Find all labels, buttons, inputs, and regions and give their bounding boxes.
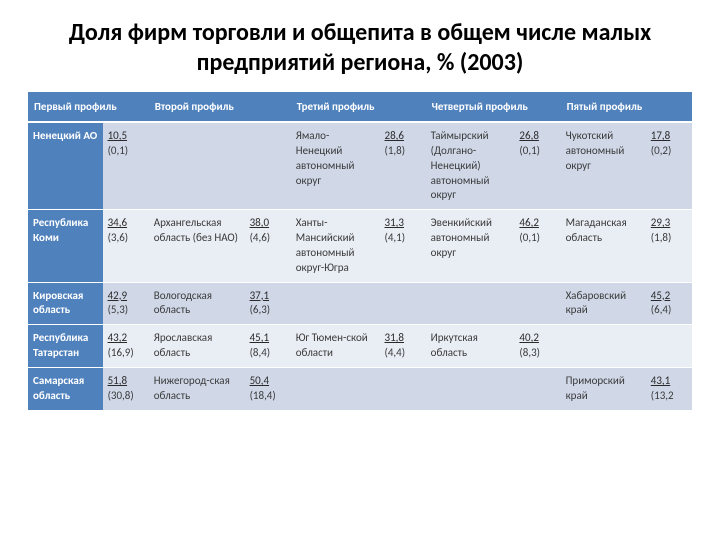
row-header-cell: Самарская область	[28, 367, 103, 410]
data-cell: 38,0 (4,6)	[245, 210, 291, 282]
row-header-cell: Республика Татарстан	[28, 325, 103, 368]
table-row: Республика Коми34,6 (3,6)Архангельская о…	[28, 210, 692, 282]
data-cell	[646, 325, 692, 368]
data-cell	[149, 122, 245, 210]
data-cell: 37,1 (6,3)	[245, 282, 291, 325]
col-header: Второй профиль	[149, 92, 291, 122]
col-header: Пятый профиль	[561, 92, 692, 122]
data-cell: 34,6 (3,6)	[103, 210, 149, 282]
data-cell: 29,3 (1,8)	[646, 210, 692, 282]
table-header-row: Первый профиль Второй профиль Третий про…	[28, 92, 692, 122]
data-cell: 17,8 (0,2)	[646, 122, 692, 210]
row-header-cell: Республика Коми	[28, 210, 103, 282]
data-cell: 43,2 (16,9)	[103, 325, 149, 368]
data-cell: 46,2 (0,1)	[514, 210, 560, 282]
data-cell: 45,2 (6,4)	[646, 282, 692, 325]
data-cell: 43,1 (13,2	[646, 367, 692, 410]
data-cell	[291, 282, 380, 325]
data-cell: Магаданская область	[561, 210, 646, 282]
data-cell: Ханты-Мансийский автономный округ-Югра	[291, 210, 380, 282]
row-header-cell: Кировская область	[28, 282, 103, 325]
table-row: Республика Татарстан43,2 (16,9)Ярославск…	[28, 325, 692, 368]
row-header-cell: Ненецкий АО	[28, 122, 103, 210]
data-cell: Архангельская область (без НАО)	[149, 210, 245, 282]
data-cell: 31,3 (4,1)	[380, 210, 426, 282]
col-header: Первый профиль	[28, 92, 149, 122]
data-cell: Ярославская область	[149, 325, 245, 368]
data-cell: 10,5 (0,1)	[103, 122, 149, 210]
data-table: Первый профиль Второй профиль Третий про…	[28, 92, 692, 411]
table-row: Ненецкий АО10,5 (0,1) Ямало-Ненецкий авто…	[28, 122, 692, 210]
page-title: Доля фирм торговли и общепита в общем чи…	[28, 18, 692, 78]
data-cell: 42,9 (5,3)	[103, 282, 149, 325]
data-cell	[514, 367, 560, 410]
data-cell: 45,1 (8,4)	[245, 325, 291, 368]
data-cell: Иркутская область	[426, 325, 515, 368]
data-cell: Таймырский (Долгано-Ненецкий) автономный…	[426, 122, 515, 210]
data-cell: Ямало-Ненецкий автономный округ	[291, 122, 380, 210]
data-cell	[514, 282, 560, 325]
data-cell	[380, 367, 426, 410]
data-cell: 28,6 (1,8)	[380, 122, 426, 210]
data-cell: Чукотский автономный округ	[561, 122, 646, 210]
data-cell	[245, 122, 291, 210]
data-cell: Приморский край	[561, 367, 646, 410]
data-cell	[426, 282, 515, 325]
data-cell	[291, 367, 380, 410]
data-cell: Эвенкийский автономный округ	[426, 210, 515, 282]
table-row: Самарская область51,8 (30,8)Нижегород-ск…	[28, 367, 692, 410]
data-cell	[561, 325, 646, 368]
data-cell: 51,8 (30,8)	[103, 367, 149, 410]
data-cell	[426, 367, 515, 410]
data-cell	[380, 282, 426, 325]
data-cell: 40,2 (8,3)	[514, 325, 560, 368]
col-header: Четвертый профиль	[426, 92, 561, 122]
data-cell: Нижегород-ская область	[149, 367, 245, 410]
data-cell: Хабаровский край	[561, 282, 646, 325]
data-cell: 26,8 (0,1)	[514, 122, 560, 210]
data-cell: 31,8 (4,4)	[380, 325, 426, 368]
data-cell: Вологодская область	[149, 282, 245, 325]
col-header: Третий профиль	[291, 92, 426, 122]
data-cell: 50,4 (18,4)	[245, 367, 291, 410]
table-row: Кировская область42,9 (5,3)Вологодская о…	[28, 282, 692, 325]
data-cell: Юг Тюмен-ской области	[291, 325, 380, 368]
